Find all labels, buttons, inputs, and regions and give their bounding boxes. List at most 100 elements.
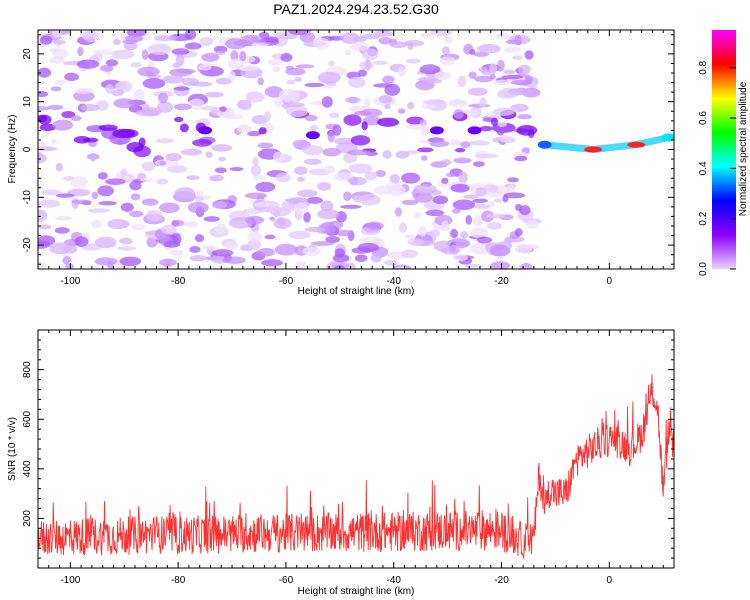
spectrogram-blob: [320, 200, 334, 212]
spectrogram-blob: [401, 199, 419, 206]
spectrogram-blob: [489, 62, 498, 75]
spectrogram-blob: [174, 116, 184, 123]
spectrogram-blob: [218, 156, 227, 162]
colorbar-gradient: [712, 30, 736, 269]
snr-y-tick-label: 200: [22, 510, 33, 527]
spectrogram-blob: [64, 72, 79, 82]
spectrogram-blob: [159, 258, 177, 267]
spectrogram-blob: [501, 74, 524, 80]
spectrogram-blob: [361, 121, 368, 131]
spectrogram-blob: [363, 97, 371, 110]
spectrogram-blob: [453, 157, 472, 164]
spectrogram-blob: [189, 246, 201, 253]
spectrogram-blob: [77, 46, 84, 57]
spectrogram-blob: [365, 221, 384, 230]
spectrogram-blob: [147, 43, 172, 55]
spectrogram-blob: [357, 242, 379, 253]
spectrogram-blob: [421, 155, 428, 161]
spectrogram-blob: [97, 185, 114, 197]
spectrogram-blob: [343, 114, 362, 126]
spectrogram-blob: [38, 224, 52, 230]
snr-axes: -100 -80 -60 -40 -20 0 200 400 600 800: [22, 329, 675, 586]
snr-panel: -100 -80 -60 -40 -20 0 200 400 600 800 Height of …: [7, 329, 675, 597]
spectrogram-blob: [293, 166, 308, 175]
colorbar-tick-label: 0.8: [698, 60, 709, 74]
spectrogram-blob: [512, 55, 523, 61]
spectrogram-blob: [373, 60, 388, 65]
spectrogram-blob: [55, 193, 75, 198]
spectrogram-blob: [257, 247, 276, 257]
spectrogram-blob: [451, 208, 461, 214]
spectrogram-blob: [269, 216, 276, 221]
spectrogram-blob: [94, 257, 118, 266]
spectrogram-blob: [285, 67, 306, 76]
spectrogram-blob: [325, 236, 340, 243]
spectrogram-blob: [83, 30, 100, 43]
spectrogram-blob: [359, 60, 374, 70]
spectrogram-blob: [188, 98, 205, 111]
spectrogram-blob: [87, 208, 110, 213]
spectrogram-blob: [114, 82, 128, 90]
spectrogram-blob: [503, 192, 526, 199]
spectrogram-blob: [397, 108, 406, 114]
spectrogram-blob: [406, 101, 415, 110]
spectrogram-blob: [91, 219, 102, 229]
spectrogram-blob: [38, 261, 46, 269]
spectrogram-blob: [245, 208, 259, 214]
spectrogram-blob: [304, 226, 326, 233]
spectrogram-blob: [395, 150, 409, 159]
spectrogram-blob: [406, 58, 421, 64]
spectrogram-blob: [422, 99, 446, 105]
spectrogram-blob: [425, 209, 445, 217]
spectrogram-blob: [373, 83, 394, 88]
spectrogram-blob: [499, 135, 515, 143]
spectrogram-blob: [490, 117, 499, 126]
spectrogram-blob: [245, 91, 265, 103]
spectrogram-blob: [254, 201, 270, 208]
spectrogram-blob: [493, 107, 515, 116]
spectrogram-blob: [258, 127, 267, 135]
spectrogram-blob: [119, 237, 133, 245]
spectrogram-blob: [293, 202, 308, 215]
spectrogram-blob: [40, 189, 62, 196]
figure-title: PAZ1.2024.294.23.52.G30: [273, 1, 439, 17]
spectrogram-blob: [38, 235, 56, 246]
spectrogram-blob: [50, 86, 62, 92]
spectrogram-blob: [156, 178, 169, 185]
spectrogram-blob: [211, 201, 228, 209]
spectrogram-blob: [184, 42, 202, 50]
spectrogram-blob: [304, 82, 325, 88]
spectrogram-blob: [176, 68, 196, 74]
spectrogram-blob: [515, 203, 523, 212]
spectrogram-blob: [54, 79, 68, 85]
spectrogram-blob: [189, 81, 213, 87]
spectrogram-blob: [329, 35, 345, 41]
spectrogram-blob: [141, 49, 149, 60]
spectrogram-blob: [71, 199, 92, 204]
spectrogram-blob: [479, 97, 487, 109]
spectrogram-blob: [91, 191, 99, 200]
spectrogram-blob: [70, 115, 82, 122]
colorbar: 0.0 0.2 0.4 0.6 0.8 Normalized spectral ampl…: [698, 30, 749, 276]
spectrogram-blob: [294, 77, 302, 82]
spectrogram-blob: [403, 39, 425, 47]
spectrogram-blob: [485, 213, 506, 219]
spectrogram-blob: [475, 153, 499, 159]
spectrogram-blob: [215, 51, 226, 56]
spectrogram-blob: [158, 92, 169, 104]
spectrogram-blob: [407, 42, 414, 51]
spectrogram-blob: [263, 111, 271, 123]
spectrogram-blob: [439, 56, 456, 66]
spectrogram-blob: [55, 162, 63, 172]
spectrogram-blob: [483, 184, 499, 193]
spectrogram-blob: [213, 45, 228, 54]
spectrogram-blob: [52, 30, 62, 39]
spectrogram-blob: [514, 228, 523, 237]
spectrogram-blob: [173, 103, 192, 111]
spectrogram-ridge-point: [429, 126, 444, 135]
spectrogram-blob: [347, 176, 367, 186]
spectrogram-blob: [247, 231, 263, 243]
spectrogram-blob: [156, 101, 174, 113]
colorbar-tick-label: 0.4: [698, 161, 709, 175]
spectrogram-blob: [80, 104, 100, 112]
